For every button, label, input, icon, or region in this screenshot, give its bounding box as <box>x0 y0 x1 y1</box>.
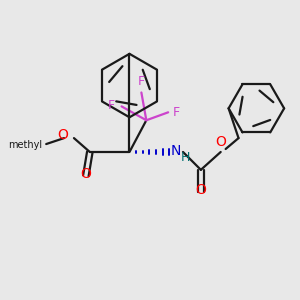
Text: O: O <box>195 183 206 196</box>
Text: F: F <box>173 106 180 119</box>
Text: H: H <box>181 152 190 164</box>
Text: F: F <box>107 99 115 112</box>
Text: O: O <box>57 128 68 142</box>
Text: O: O <box>80 167 91 181</box>
Text: F: F <box>138 74 145 88</box>
Text: O: O <box>215 135 226 149</box>
Text: methyl: methyl <box>8 140 42 150</box>
Text: N: N <box>171 144 181 158</box>
